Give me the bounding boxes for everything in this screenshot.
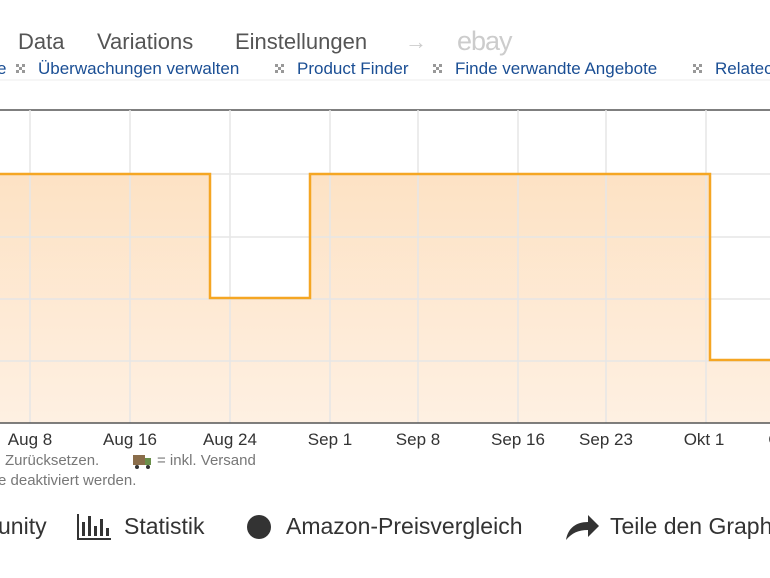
tab[interactable]: Einstellungen	[235, 29, 368, 54]
x-tick-label: Sep 16	[491, 430, 545, 449]
link[interactable]: Finde verwandte Angebote	[455, 59, 658, 78]
x-tick-label: Okt 1	[683, 430, 725, 449]
x-tick-label: Sep 1	[307, 430, 353, 449]
x-tick-label: O	[768, 431, 770, 448]
arrow: →	[405, 29, 427, 54]
note: Zurücksetzen.	[5, 452, 100, 469]
share-icon	[566, 515, 599, 540]
action[interactable]: Teile den Graph	[610, 513, 770, 539]
note: e deaktiviert werden.	[0, 472, 137, 489]
x-tick-label: Sep 8	[395, 430, 441, 449]
tab[interactable]: Data	[18, 29, 65, 54]
link[interactable]: Product Finder	[297, 59, 409, 78]
separators	[16, 64, 702, 73]
globe-icon	[247, 515, 271, 539]
tab[interactable]: Variations	[97, 29, 194, 54]
link[interactable]: e	[0, 59, 7, 78]
stats-icon	[77, 514, 111, 540]
truck-icon	[133, 455, 151, 469]
link[interactable]: Relatec	[715, 59, 770, 78]
link[interactable]: Überwachungen verwalten	[38, 59, 240, 78]
ebay-tab[interactable]: ebay	[457, 26, 513, 56]
price-line	[0, 172, 770, 362]
action[interactable]: Statistik	[124, 513, 205, 539]
x-tick-label: Aug 8	[7, 430, 53, 449]
x-tick-label: Aug 16	[103, 430, 157, 449]
x-tick-label: Sep 23	[579, 430, 633, 449]
action[interactable]: unity	[0, 513, 47, 539]
note: = inkl. Versand	[157, 452, 256, 469]
action[interactable]: Amazon-Preisvergleich	[286, 513, 523, 539]
x-tick-label: Aug 24	[203, 430, 257, 449]
